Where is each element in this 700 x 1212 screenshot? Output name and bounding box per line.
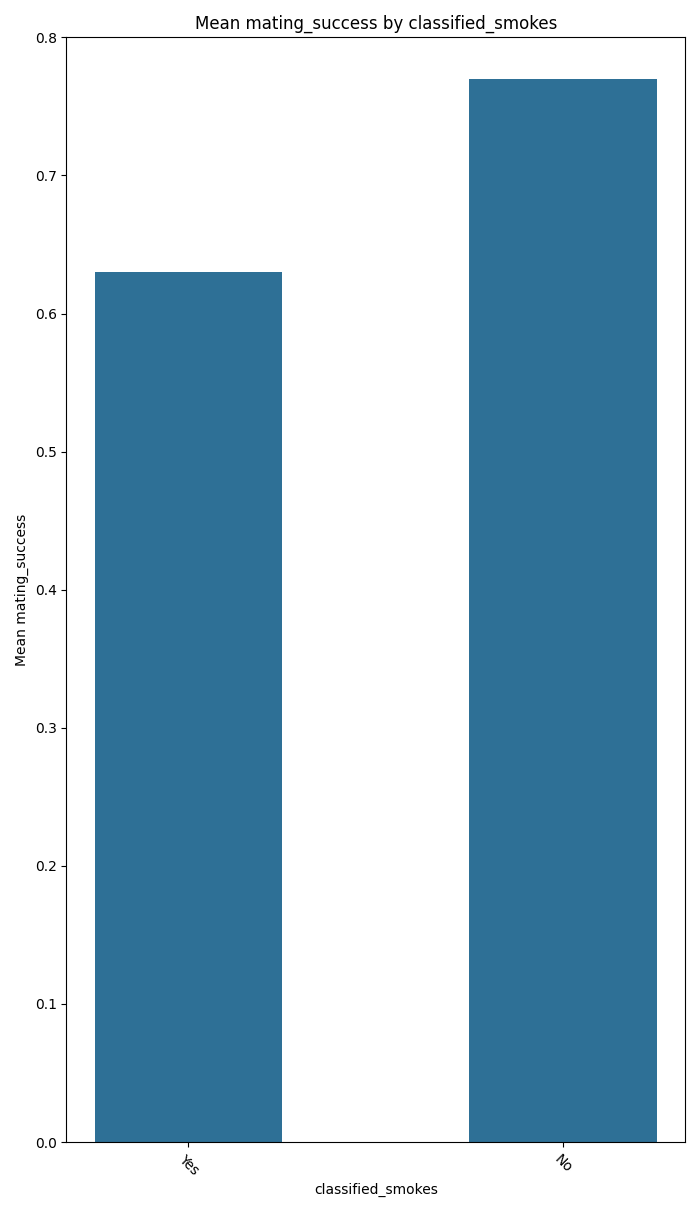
Bar bbox=[94, 271, 282, 1142]
Title: Mean mating_success by classified_smokes: Mean mating_success by classified_smokes bbox=[195, 15, 557, 33]
Bar bbox=[470, 79, 657, 1142]
X-axis label: classified_smokes: classified_smokes bbox=[314, 1183, 438, 1197]
Y-axis label: Mean mating_success: Mean mating_success bbox=[15, 514, 29, 665]
